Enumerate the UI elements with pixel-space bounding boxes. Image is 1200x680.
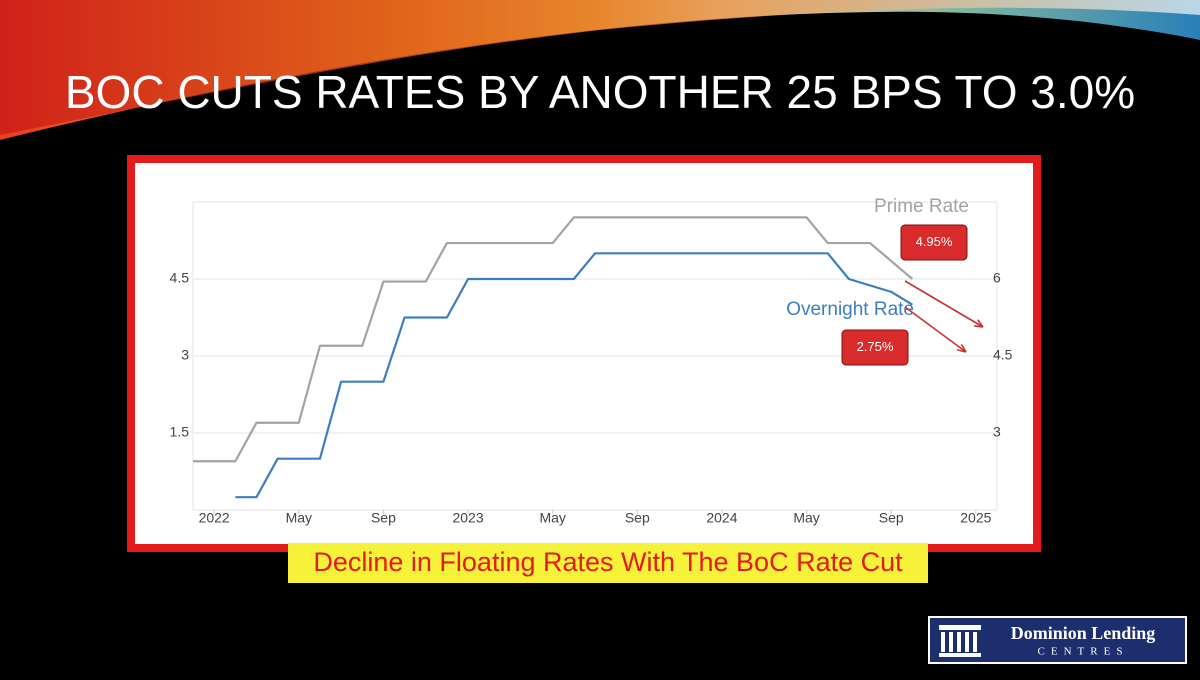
annotation-arrow [904, 306, 967, 353]
x-tick-label: May [793, 510, 819, 526]
legend-label: Overnight Rate [786, 299, 914, 320]
x-tick-label: Sep [625, 510, 650, 526]
y-tick-label: 3 [181, 347, 189, 363]
y-tick-label: 1.5 [170, 424, 190, 440]
x-tick-label: 2024 [706, 510, 737, 526]
annotation-arrow [904, 280, 984, 328]
y2-tick-label: 3 [993, 424, 1001, 440]
x-tick-label: 2022 [199, 510, 230, 526]
logo-sub: CENTRES [1038, 646, 1129, 658]
x-tick-label: 2023 [452, 510, 483, 526]
annotation-label: 2.75% [857, 339, 894, 354]
caption-box [288, 543, 928, 583]
y-tick-label: 4.5 [170, 270, 190, 286]
series-line [193, 216, 914, 463]
x-tick-label: Sep [879, 510, 904, 526]
logo-icon [939, 625, 981, 657]
x-tick-label: May [539, 510, 565, 526]
chart: 1.5 3 4.5 3 4.5 6 2022 May Sep 2023 May Sep 2024 May S… [170, 196, 1013, 526]
series-line [235, 252, 913, 499]
x-tick-label: May [286, 510, 312, 526]
slide-title: BOC CUTS RATES BY ANOTHER 25 BPS TO 3.0% [65, 66, 1135, 118]
annotation-box [900, 224, 968, 261]
arrow-head [973, 319, 984, 328]
annotation-box [841, 329, 909, 366]
decor-swoosh [0, 0, 1200, 135]
logo-name: Dominion Lending [1011, 623, 1156, 643]
x-tick-label: 2025 [960, 510, 991, 526]
legend-label: Prime Rate [874, 196, 969, 217]
x-tick-label: Sep [371, 510, 396, 526]
arrow-head [957, 343, 967, 353]
caption: Decline in Floating Rates With The BoC R… [313, 547, 903, 577]
y2-tick-label: 6 [993, 270, 1001, 286]
y2-tick-label: 4.5 [993, 347, 1013, 363]
annotation-label: 4.95% [916, 234, 953, 249]
